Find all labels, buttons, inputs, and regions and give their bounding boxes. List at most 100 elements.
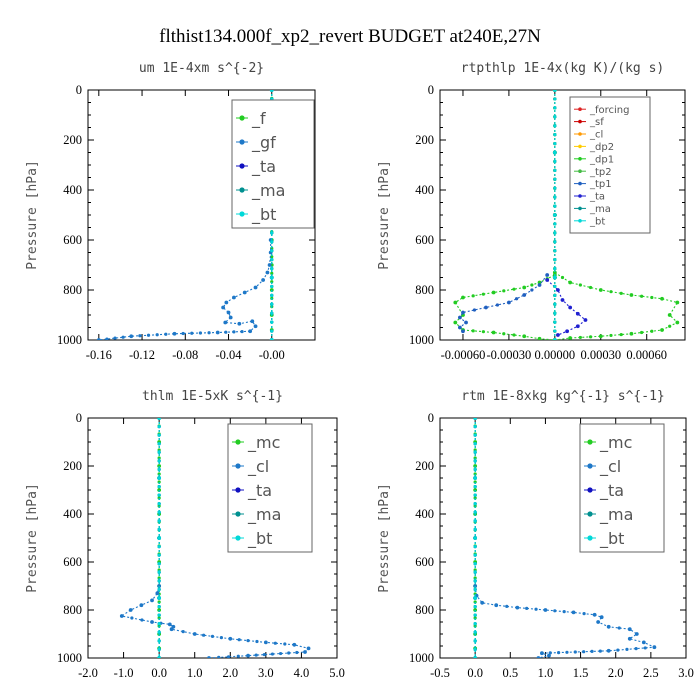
data-point	[512, 333, 516, 337]
data-point	[502, 332, 506, 336]
data-point	[121, 335, 125, 339]
legend: _mc _cl _ta _ma _bt	[227, 423, 313, 553]
data-point	[202, 633, 206, 637]
figure-title: flthist134.000f_xp2_revert BUDGET at240E…	[159, 26, 541, 47]
legend-marker	[587, 511, 593, 517]
data-point	[553, 177, 557, 181]
data-point	[588, 335, 593, 339]
data-point	[568, 336, 573, 340]
data-point	[270, 255, 274, 259]
data-point	[461, 310, 465, 315]
data-point	[588, 285, 593, 290]
y-axis-label: Pressure [hPa]	[377, 160, 392, 270]
legend: _mc _cl _ta _ma _bt	[579, 423, 665, 553]
data-point	[634, 647, 638, 651]
data-point	[157, 587, 161, 592]
panel-title: rtm 1E-8xkg kg^{-1} s^{-1}	[461, 389, 665, 404]
x-tick-label: -0.12	[129, 348, 155, 362]
data-point	[473, 562, 477, 566]
y-tick-label: 1000	[409, 333, 434, 347]
data-point	[270, 329, 274, 333]
data-point	[537, 336, 542, 340]
x-tick-label: 1.0	[187, 666, 203, 680]
legend-marker	[578, 119, 582, 124]
data-point	[473, 510, 477, 514]
legend-marker	[587, 535, 593, 541]
data-point	[167, 622, 172, 627]
data-point	[606, 624, 611, 629]
data-point	[553, 231, 557, 235]
data-point	[609, 290, 613, 294]
data-point	[617, 626, 621, 630]
data-point	[157, 510, 161, 514]
data-point	[129, 334, 134, 339]
data-point	[643, 646, 647, 650]
y-tick-label: 800	[415, 603, 434, 617]
data-point	[246, 653, 250, 658]
data-point	[625, 647, 629, 651]
panel-title: um 1E-4xm s^{-2}	[139, 61, 264, 76]
legend-label: _tp1	[589, 179, 612, 190]
data-point	[599, 615, 604, 620]
legend-marker	[578, 206, 582, 211]
data-point	[207, 656, 211, 658]
data-point	[292, 642, 297, 647]
data-point	[226, 655, 231, 658]
data-point	[629, 331, 634, 336]
data-point	[619, 332, 623, 337]
data-point	[596, 620, 601, 624]
data-point	[198, 331, 203, 335]
data-point	[473, 656, 478, 658]
data-point	[181, 331, 185, 336]
legend-label: _tp2	[589, 167, 612, 178]
data-point	[472, 308, 477, 312]
data-point	[480, 600, 485, 605]
data-point	[553, 168, 557, 172]
data-point	[553, 329, 557, 333]
data-point	[565, 650, 569, 654]
x-tick-label: -0.16	[86, 348, 112, 362]
x-tick-label: -0.00030	[487, 348, 532, 362]
data-point	[164, 332, 168, 336]
x-tick-label: 0.0	[467, 666, 483, 680]
data-point	[270, 284, 274, 289]
data-point	[556, 288, 560, 292]
data-point	[157, 450, 161, 454]
data-point	[458, 325, 462, 330]
x-tick-label: -0.08	[172, 348, 198, 362]
data-point	[232, 295, 236, 300]
data-point	[568, 305, 573, 310]
legend-marker	[578, 219, 582, 223]
data-point	[473, 442, 477, 446]
legend-marker	[239, 187, 245, 193]
data-point	[139, 603, 144, 608]
data-point	[667, 313, 672, 317]
x-tick-label: 0.00030	[580, 348, 621, 362]
data-point	[553, 204, 557, 208]
legend-box	[569, 96, 651, 234]
data-point	[552, 338, 557, 340]
data-point	[652, 645, 657, 650]
data-point	[571, 610, 576, 615]
legend-label: _ta	[247, 481, 272, 501]
data-point	[253, 324, 258, 329]
y-tick-label: 200	[415, 459, 434, 473]
panel-title: rtpthlp 1E-4x(kg K)/(kg s)	[461, 61, 665, 76]
data-point	[545, 278, 550, 282]
data-point	[552, 213, 557, 217]
x-tick-label: 0.0	[151, 666, 167, 680]
data-point	[553, 240, 557, 244]
legend-marker	[239, 163, 245, 169]
legend-label: _ta	[589, 192, 605, 203]
data-point	[181, 630, 185, 634]
data-point	[491, 330, 496, 335]
data-point	[169, 627, 174, 632]
data-point	[556, 333, 560, 337]
legend-marker	[587, 487, 593, 493]
data-point	[250, 319, 255, 324]
series-line	[120, 585, 310, 658]
data-point	[562, 610, 566, 614]
data-point	[270, 266, 274, 271]
series-line	[459, 274, 548, 332]
